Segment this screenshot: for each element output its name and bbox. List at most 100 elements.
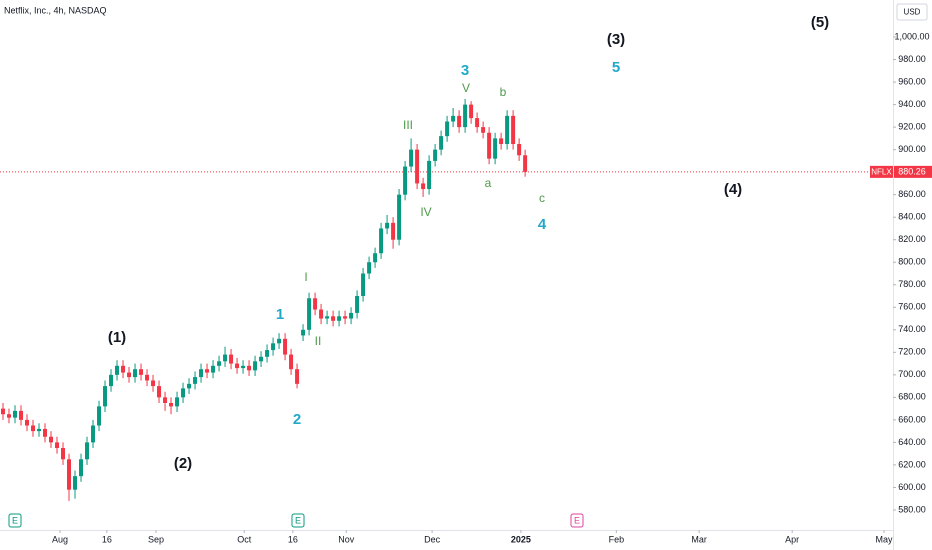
candle-body (145, 374, 150, 381)
wave-label: (5) (811, 14, 829, 31)
candle-body (193, 377, 198, 384)
x-tick-label: Aug (52, 534, 68, 544)
event-label: E (12, 515, 18, 525)
wave-label: IV (420, 205, 431, 219)
currency-box[interactable] (896, 3, 928, 21)
y-tick-label: 800.00 (898, 257, 926, 267)
wave-label: (4) (724, 181, 742, 198)
candle-body (235, 363, 240, 369)
candle-body (307, 298, 312, 330)
y-tick-label: 840.00 (898, 212, 926, 222)
candle-body (97, 406, 102, 426)
candle-body (67, 459, 72, 490)
x-tick-label: Dec (424, 534, 441, 544)
candle-body (175, 397, 180, 407)
candle-body (199, 369, 204, 378)
candle-body (361, 273, 366, 297)
wave-label: (1) (108, 329, 126, 346)
candle-body (223, 354, 228, 362)
candle-body (379, 228, 384, 254)
candle-body (499, 138, 504, 145)
x-tick-label: Sep (148, 534, 164, 544)
candle-body (91, 425, 96, 443)
candle-body (301, 329, 306, 336)
candle-body (523, 155, 528, 172)
wave-label: 3 (461, 62, 469, 79)
x-tick-label: Feb (609, 534, 625, 544)
candle-body (439, 136, 444, 150)
candle-body (457, 115, 462, 128)
candle-body (295, 369, 300, 384)
candle-body (163, 397, 168, 403)
candle-body (487, 132, 492, 159)
candle-body (277, 338, 282, 344)
y-tick-label: 680.00 (898, 392, 926, 402)
wave-label: 2 (293, 411, 301, 428)
wave-label: a (485, 176, 492, 190)
candle-body (475, 118, 480, 128)
candle-body (241, 365, 246, 369)
candle-body (247, 365, 252, 371)
wave-label: (2) (174, 455, 192, 472)
symbol-label: NFLX (871, 167, 892, 176)
candle-body (265, 350, 270, 357)
candle-body (511, 115, 516, 145)
wave-label: 5 (612, 59, 620, 76)
currency-label: USD (904, 8, 921, 17)
candle-body (85, 442, 90, 460)
candle-body (427, 160, 432, 190)
candle-body (109, 374, 114, 387)
y-tick-label: 980.00 (898, 54, 926, 64)
last-price-tag (894, 165, 932, 178)
candle-body (31, 425, 36, 432)
x-tick-label: Nov (338, 534, 355, 544)
candle-body (139, 369, 144, 375)
candle-body (169, 402, 174, 407)
candle-body (259, 356, 264, 362)
candle-body (421, 183, 426, 190)
candle-body (19, 410, 24, 420)
y-tick-label: 860.00 (898, 189, 926, 199)
last-price-label: 880.26 (898, 167, 926, 177)
candle-body (289, 354, 294, 370)
y-tick-label: 700.00 (898, 369, 926, 379)
wave-label: II (315, 334, 322, 348)
candle-body (73, 476, 78, 490)
y-tick-label: 820.00 (898, 234, 926, 244)
wave-label: III (403, 118, 413, 132)
event-label: E (574, 515, 580, 525)
y-tick-label: 720.00 (898, 347, 926, 357)
wave-label: c (539, 191, 545, 205)
candle-body (103, 386, 108, 407)
candle-body (211, 365, 216, 373)
wave-label: (3) (607, 31, 625, 48)
symbol-tag (870, 165, 893, 178)
candle-body (25, 419, 30, 426)
candle-body (337, 316, 342, 321)
candle-body (55, 442, 60, 449)
candle-body (367, 262, 372, 274)
candle-body (1, 408, 6, 415)
candle-body (391, 222, 396, 240)
wave-label: 1 (276, 306, 284, 323)
candle-body (115, 365, 120, 375)
candle-body (517, 144, 522, 156)
candle-body (409, 149, 414, 167)
candle-body (319, 309, 324, 319)
x-tick-label: Oct (237, 534, 252, 544)
y-tick-label: 900.00 (898, 144, 926, 154)
candle-body (61, 448, 66, 460)
event-marker (291, 513, 305, 528)
wave-label: I (304, 270, 307, 284)
candle-body (325, 316, 330, 319)
candle-body (343, 316, 348, 319)
y-tick-label: 940.00 (898, 99, 926, 109)
candle-body (157, 386, 162, 398)
x-tick-label: 16 (102, 534, 112, 544)
candle-body (403, 166, 408, 195)
y-tick-label: 620.00 (898, 459, 926, 469)
candle-body (121, 365, 126, 373)
candle-body (7, 414, 12, 418)
wave-label: b (500, 85, 507, 99)
candle-body (187, 383, 192, 389)
